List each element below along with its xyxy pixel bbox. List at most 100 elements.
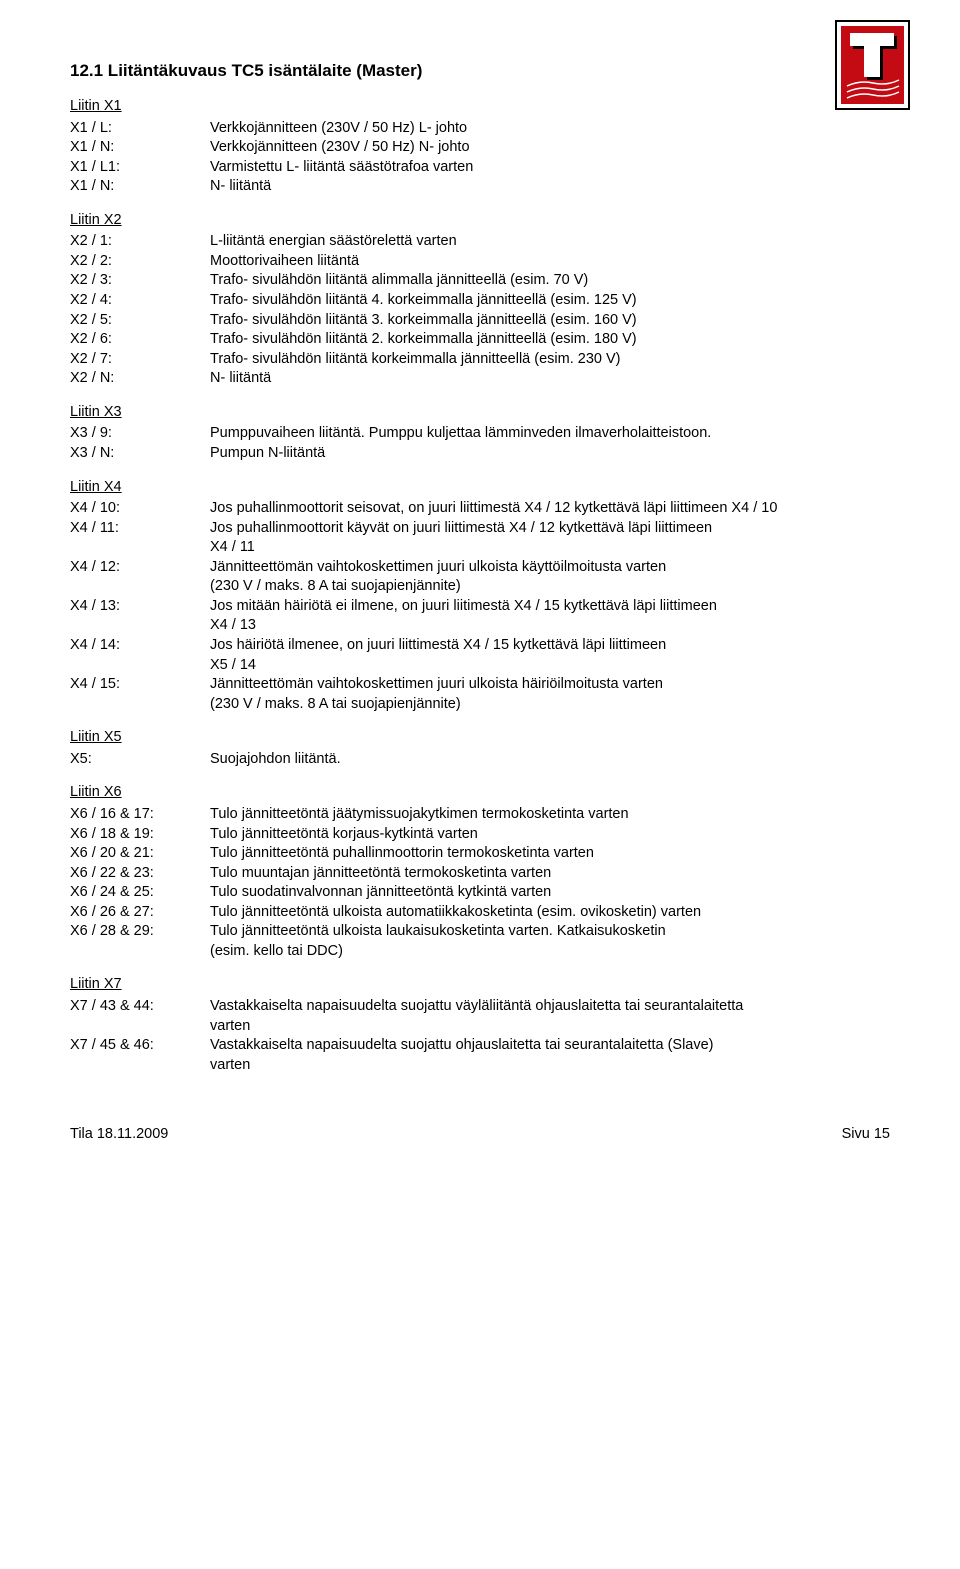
definition-row: X2 / 3:Trafo- sivulähdön liitäntä alimma… [70,271,890,291]
definition-continuation: (esim. kello tai DDC) [70,942,890,962]
definition-row: X1 / L1:Varmistettu L- liitäntä säästötr… [70,158,890,178]
definition-continuation: X4 / 13 [70,616,890,636]
definition-row: X2 / N:N- liitäntä [70,369,890,389]
definition-key: X5: [70,750,210,770]
definition-value: Tulo jännitteetöntä ulkoista laukaisukos… [210,922,890,942]
definition-key: X6 / 26 & 27: [70,903,210,923]
definition-value: Verkkojännitteen (230V / 50 Hz) L- johto [210,119,890,139]
footer-page-label: Sivu [842,1126,870,1142]
definition-row: X2 / 7:Trafo- sivulähdön liitäntä korkei… [70,350,890,370]
definition-continuation: (230 V / maks. 8 A tai suojapienjännite) [70,695,890,715]
definition-value: Tulo jännitteetöntä korjaus-kytkintä var… [210,825,890,845]
section-x2: Liitin X2 X2 / 1:L-liitäntä energian sää… [70,211,890,389]
definition-key: X4 / 11: [70,519,210,539]
definition-key: X6 / 28 & 29: [70,922,210,942]
definition-row: X6 / 18 & 19:Tulo jännitteetöntä korjaus… [70,825,890,845]
definition-row: X4 / 15:Jännitteettömän vaihtokoskettime… [70,675,890,695]
section-title: Liitin X3 [70,403,890,423]
definition-continuation: varten [70,1017,890,1037]
definition-key: X2 / 3: [70,271,210,291]
definition-row: X7 / 45 & 46:Vastakkaiselta napaisuudelt… [70,1036,890,1056]
definition-key: X1 / N: [70,138,210,158]
definition-key: X6 / 20 & 21: [70,844,210,864]
definition-key: X1 / L1: [70,158,210,178]
definition-continuation: X4 / 11 [70,538,890,558]
definition-value: Trafo- sivulähdön liitäntä korkeimmalla … [210,350,890,370]
definition-value: Jos puhallinmoottorit käyvät on juuri li… [210,519,890,539]
definition-value: Pumpun N-liitäntä [210,444,890,464]
definition-value: Trafo- sivulähdön liitäntä alimmalla jän… [210,271,890,291]
definition-key: X7 / 43 & 44: [70,997,210,1017]
definition-key: X1 / N: [70,177,210,197]
definition-row: X4 / 11:Jos puhallinmoottorit käyvät on … [70,519,890,539]
section-x7: Liitin X7 X7 / 43 & 44:Vastakkaiselta na… [70,975,890,1075]
definition-key: X4 / 10: [70,499,210,519]
definition-key: X2 / 1: [70,232,210,252]
definition-value: Vastakkaiselta napaisuudelta suojattu vä… [210,997,890,1017]
definition-row: X6 / 22 & 23:Tulo muuntajan jännitteetön… [70,864,890,884]
section-title: Liitin X5 [70,728,890,748]
definition-row: X2 / 5:Trafo- sivulähdön liitäntä 3. kor… [70,311,890,331]
page-heading: 12.1 Liitäntäkuvaus TC5 isäntälaite (Mas… [70,60,890,83]
definition-key: X4 / 12: [70,558,210,578]
definition-row: X2 / 4:Trafo- sivulähdön liitäntä 4. kor… [70,291,890,311]
definition-row: X6 / 24 & 25:Tulo suodatinvalvonnan jänn… [70,883,890,903]
definition-row: X6 / 28 & 29:Tulo jännitteetöntä ulkoist… [70,922,890,942]
definition-continuation: varten [70,1056,890,1076]
definition-row: X1 / N:Verkkojännitteen (230V / 50 Hz) N… [70,138,890,158]
section-x4: Liitin X4 X4 / 10:Jos puhallinmoottorit … [70,478,890,715]
definition-key: X3 / 9: [70,424,210,444]
definition-value: Trafo- sivulähdön liitäntä 3. korkeimmal… [210,311,890,331]
definition-key: X6 / 24 & 25: [70,883,210,903]
section-title: Liitin X6 [70,783,890,803]
definition-row: X5:Suojajohdon liitäntä. [70,750,890,770]
definition-value: Jännitteettömän vaihtokoskettimen juuri … [210,675,890,695]
definition-row: X6 / 26 & 27:Tulo jännitteetöntä ulkoist… [70,903,890,923]
definition-row: X4 / 10:Jos puhallinmoottorit seisovat, … [70,499,890,519]
definition-value: Vastakkaiselta napaisuudelta suojattu oh… [210,1036,890,1056]
section-title: Liitin X7 [70,975,890,995]
definition-value: L-liitäntä energian säästörelettä varten [210,232,890,252]
definition-value: Tulo jännitteetöntä jäätymissuojakytkime… [210,805,890,825]
definition-row: X1 / L:Verkkojännitteen (230V / 50 Hz) L… [70,119,890,139]
definition-key: X2 / 4: [70,291,210,311]
definition-value: Tulo jännitteetöntä ulkoista automatiikk… [210,903,890,923]
definition-key: X7 / 45 & 46: [70,1036,210,1056]
section-x3: Liitin X3 X3 / 9:Pumppuvaiheen liitäntä.… [70,403,890,464]
definition-key: X3 / N: [70,444,210,464]
definition-key: X6 / 18 & 19: [70,825,210,845]
definition-row: X2 / 1:L-liitäntä energian säästörelettä… [70,232,890,252]
definition-value: Varmistettu L- liitäntä säästötrafoa var… [210,158,890,178]
footer-date: Tila 18.11.2009 [70,1125,168,1145]
definition-key: X4 / 14: [70,636,210,656]
definition-continuation: (230 V / maks. 8 A tai suojapienjännite) [70,577,890,597]
section-title: Liitin X1 [70,97,890,117]
definition-key: X2 / 7: [70,350,210,370]
definition-value: Tulo jännitteetöntä puhallinmoottorin te… [210,844,890,864]
definition-value: Moottorivaiheen liitäntä [210,252,890,272]
definition-row: X6 / 20 & 21:Tulo jännitteetöntä puhalli… [70,844,890,864]
definition-continuation: X5 / 14 [70,656,890,676]
definition-key: X2 / 6: [70,330,210,350]
definition-value: Suojajohdon liitäntä. [210,750,890,770]
section-x5: Liitin X5 X5:Suojajohdon liitäntä. [70,728,890,769]
definition-row: X1 / N:N- liitäntä [70,177,890,197]
definition-row: X2 / 2:Moottorivaiheen liitäntä [70,252,890,272]
section-title: Liitin X4 [70,478,890,498]
definition-row: X4 / 14:Jos häiriötä ilmenee, on juuri l… [70,636,890,656]
definition-value: Jos puhallinmoottorit seisovat, on juuri… [210,499,890,519]
definition-value: N- liitäntä [210,177,890,197]
definition-row: X3 / 9:Pumppuvaiheen liitäntä. Pumppu ku… [70,424,890,444]
definition-value: Trafo- sivulähdön liitäntä 4. korkeimmal… [210,291,890,311]
definition-row: X3 / N:Pumpun N-liitäntä [70,444,890,464]
footer-page-number: 15 [874,1126,890,1142]
definition-row: X4 / 13:Jos mitään häiriötä ei ilmene, o… [70,597,890,617]
definition-key: X1 / L: [70,119,210,139]
definition-key: X6 / 16 & 17: [70,805,210,825]
definition-value: Tulo suodatinvalvonnan jännitteetöntä ky… [210,883,890,903]
section-x6: Liitin X6 X6 / 16 & 17:Tulo jännitteetön… [70,783,890,961]
definition-row: X6 / 16 & 17:Tulo jännitteetöntä jäätymi… [70,805,890,825]
definition-value: Tulo muuntajan jännitteetöntä termokoske… [210,864,890,884]
definition-value: N- liitäntä [210,369,890,389]
footer-page: Sivu 15 [842,1125,890,1145]
